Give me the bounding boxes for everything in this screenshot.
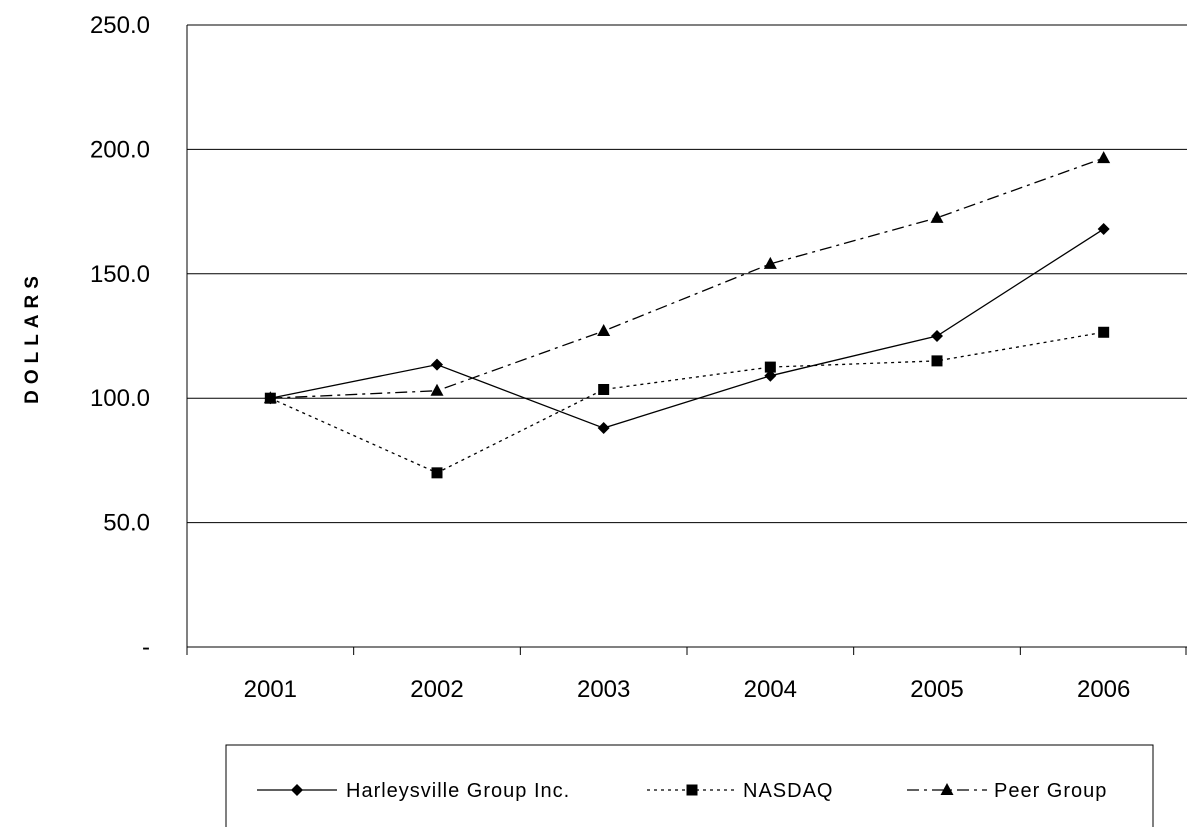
data-point [1097, 223, 1110, 236]
y-tick-label: 100.0 [90, 385, 150, 412]
data-point [763, 256, 777, 269]
data-point [764, 361, 776, 373]
data-point [930, 210, 944, 223]
legend-marker [686, 784, 698, 796]
series-line [270, 228, 1105, 429]
data-point [263, 391, 277, 404]
data-point [431, 358, 443, 371]
data-point [431, 467, 443, 479]
legend: Harleysville Group Inc. NASDAQ Peer Group [225, 744, 1154, 827]
legend-label: Harleysville Group Inc. [346, 780, 570, 802]
data-point [931, 330, 943, 342]
legend-label: Peer Group [994, 780, 1107, 802]
legend-item: Peer Group [907, 780, 1107, 802]
legend-label: NASDAQ [743, 780, 833, 802]
y-axis-label: DOLLARS [22, 270, 43, 404]
legend-item: NASDAQ [647, 780, 833, 802]
x-tick-label: 2004 [744, 676, 797, 703]
series-harleysville-group-inc [264, 223, 1110, 435]
axes [186, 25, 1187, 655]
x-tick-label: 2006 [1077, 676, 1130, 703]
series-peer-group [263, 151, 1111, 404]
legend-marker [940, 783, 954, 795]
y-tick-label: - [142, 634, 150, 661]
legend-item: Harleysville Group Inc. [257, 780, 570, 802]
data-point [598, 383, 610, 395]
gridlines [187, 24, 1187, 524]
data-point [597, 422, 610, 435]
data-point [931, 355, 943, 367]
y-tick-labels: - 50.0 100.0 150.0 200.0 250.0 [90, 12, 150, 661]
data-point [597, 324, 611, 337]
y-tick-label: 150.0 [90, 261, 150, 288]
data-point [764, 369, 777, 382]
y-tick-label: 250.0 [90, 12, 150, 39]
y-tick-label: 50.0 [103, 510, 150, 537]
x-tick-label: 2003 [577, 676, 630, 703]
legend-marker [291, 784, 303, 796]
y-tick-label: 200.0 [90, 136, 150, 163]
x-tick-label: 2002 [410, 676, 463, 703]
data-point [1097, 151, 1111, 164]
data-point [1098, 326, 1110, 338]
x-tick-labels: 2001 2002 2003 2004 2005 2006 [244, 676, 1131, 703]
series-line [270, 157, 1104, 399]
x-tick-label: 2001 [244, 676, 297, 703]
series-lines [263, 151, 1111, 479]
data-point [430, 383, 444, 396]
x-tick-label: 2005 [910, 676, 963, 703]
